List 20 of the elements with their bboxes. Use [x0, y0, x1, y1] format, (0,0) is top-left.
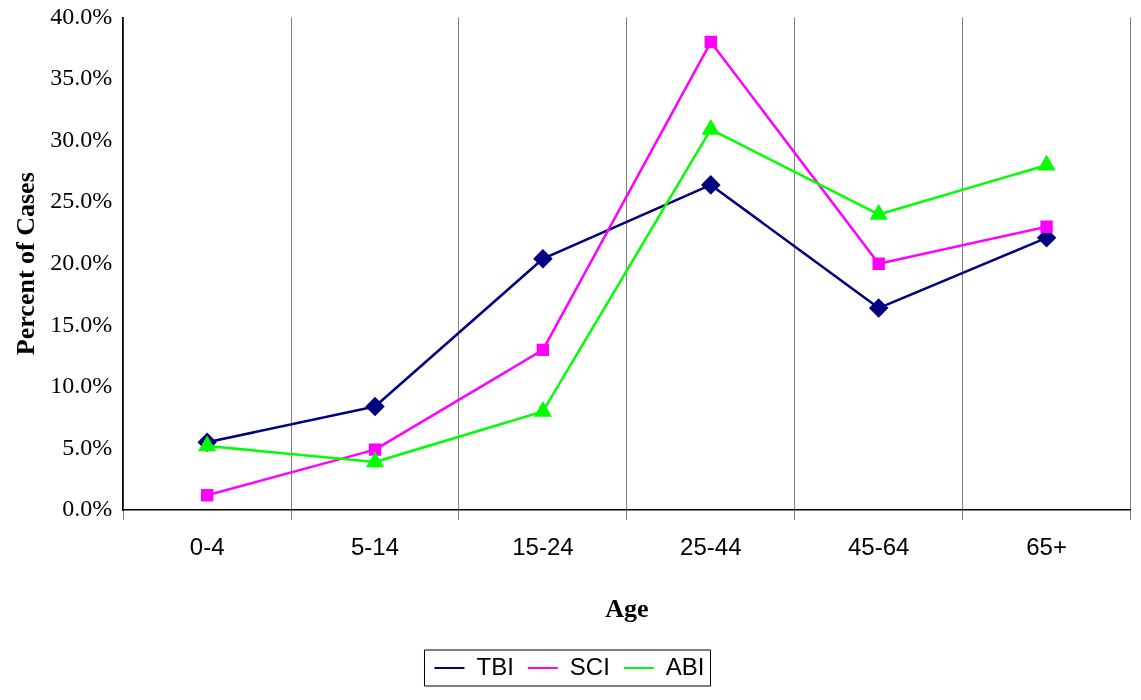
x-tick-label: 0-4 — [189, 533, 225, 561]
x-axis-title: Age — [605, 594, 649, 624]
y-tick-label: 10.0% — [50, 372, 113, 399]
y-tick-label: 5.0% — [62, 433, 113, 460]
x-tick-label: 45-64 — [847, 533, 910, 561]
x-tick-label: 5-14 — [351, 533, 400, 561]
y-tick-label: 15.0% — [50, 310, 113, 337]
y-tick-label: 40.0% — [50, 2, 113, 29]
y-tick-label: 25.0% — [50, 187, 113, 214]
x-tick-label: 15-24 — [512, 533, 574, 561]
legend-label: ABI — [665, 652, 705, 680]
y-tick-label: 0.0% — [62, 495, 113, 522]
y-axis-title: Percent of Cases — [11, 172, 41, 356]
x-tick-label: 65+ — [1026, 533, 1067, 561]
x-tick-label: 25-44 — [680, 533, 742, 561]
legend-label: SCI — [569, 652, 610, 680]
legend-label: TBI — [476, 652, 514, 680]
y-tick-label: 30.0% — [50, 125, 113, 152]
y-tick-label: 20.0% — [50, 249, 113, 275]
y-tick-label: 35.0% — [50, 64, 113, 91]
